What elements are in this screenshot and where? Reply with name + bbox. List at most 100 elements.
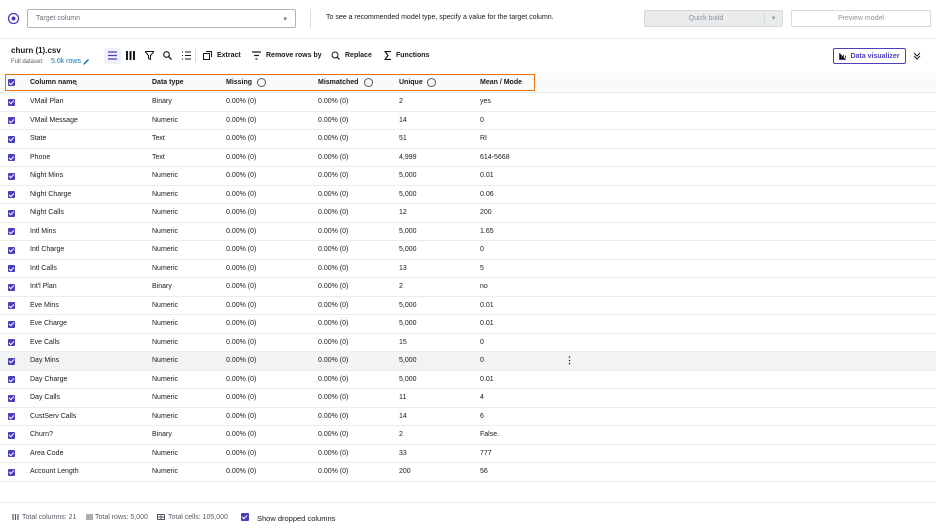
- table-cell: 0: [480, 246, 484, 253]
- table-cell: 0.00% (0): [318, 172, 349, 179]
- row-checkbox[interactable]: [8, 413, 15, 420]
- table-cell: 56: [480, 468, 488, 475]
- table-row: Intl Mins Numeric 0.00% (0) 0.00% (0) 5,000 1…: [0, 223, 936, 241]
- row-checkbox[interactable]: [8, 98, 15, 106]
- table-cell: 0.00% (0): [318, 357, 349, 364]
- search-icon[interactable]: [163, 51, 172, 60]
- extract-button[interactable]: Extract: [217, 52, 241, 59]
- table-cell: 0.00% (0): [318, 468, 349, 475]
- row-checkbox[interactable]: [8, 431, 15, 439]
- table-cell: Numeric: [152, 116, 179, 124]
- table-cell: 0.00% (0): [226, 394, 257, 401]
- table-cell: 0.00% (0): [226, 116, 257, 124]
- info-icon[interactable]: [427, 78, 436, 87]
- table-row: Night Mins Numeric 0.00% (0) 0.00% (0) 5,000…: [0, 167, 936, 186]
- info-icon[interactable]: [364, 78, 373, 87]
- table-cell: no: [480, 283, 488, 290]
- functions-icon: [384, 51, 391, 60]
- grid-view-icon[interactable]: [126, 51, 135, 60]
- edit-icon[interactable]: [82, 58, 90, 66]
- quick-build-button[interactable]: Quick build ▾: [644, 10, 783, 27]
- table-cell: Numeric: [152, 468, 179, 475]
- table-cell: 0.00% (0): [226, 357, 257, 364]
- row-checkbox[interactable]: [8, 283, 15, 291]
- table-row: Day Charge Numeric 0.00% (0) 0.00% (0) 5,000…: [0, 371, 936, 389]
- preview-model-button[interactable]: Preview model: [791, 10, 931, 27]
- show-dropped-label: Show dropped columns: [257, 514, 336, 523]
- info-icon[interactable]: [257, 78, 266, 87]
- filter-icon[interactable]: [145, 51, 154, 60]
- steps-icon[interactable]: [182, 51, 191, 60]
- table-cell: 0: [480, 357, 484, 364]
- sort-arrow[interactable]: ↓: [74, 78, 78, 87]
- data-visualizer-button[interactable]: Data visualizer: [833, 48, 906, 64]
- table-cell: 5,000: [399, 320, 417, 327]
- table-cell: 15: [399, 338, 407, 346]
- row-checkbox[interactable]: [8, 172, 15, 180]
- column-header[interactable]: Missing: [226, 79, 253, 86]
- row-menu[interactable]: ⋮: [565, 355, 574, 365]
- table-cell: 200: [399, 468, 411, 475]
- table-cell: 5,000: [399, 357, 417, 364]
- row-checkbox[interactable]: [8, 246, 15, 254]
- column-header[interactable]: Mean / Mode: [480, 79, 523, 86]
- table-cell: 0: [480, 116, 484, 124]
- row-checkbox[interactable]: [8, 228, 15, 235]
- table-cell: 0.00% (0): [318, 375, 349, 383]
- table-cell: Text: [152, 135, 165, 142]
- row-checkbox[interactable]: [8, 191, 15, 198]
- table-cell: Eve Calls: [30, 338, 60, 346]
- table-cell: 51: [399, 135, 407, 142]
- row-checkbox[interactable]: [8, 339, 15, 346]
- target-message: To see a recommended model type, specify…: [326, 14, 554, 21]
- functions-button[interactable]: Functions: [396, 52, 430, 59]
- full-dataset-label: Full dataset:: [11, 59, 44, 65]
- rows-link[interactable]: 5.0k rows: [51, 58, 81, 65]
- row-checkbox[interactable]: [8, 450, 15, 457]
- row-checkbox[interactable]: [8, 376, 15, 383]
- row-checkbox[interactable]: [8, 320, 15, 328]
- table-row: VMail Plan Binary 0.00% (0) 0.00% (0) 2 yes: [0, 93, 936, 112]
- show-dropped-checkbox[interactable]: [241, 513, 249, 521]
- table-cell: 0.00% (0): [318, 135, 349, 142]
- table-cell: Numeric: [152, 320, 179, 327]
- target-column-select[interactable]: Target column ▾: [27, 9, 296, 28]
- table-cell: Numeric: [152, 394, 179, 401]
- table-cell: 0.00% (0): [226, 283, 257, 290]
- row-checkbox[interactable]: [8, 468, 15, 476]
- column-header[interactable]: Mismatched: [318, 79, 359, 86]
- table-cell: 5,000: [399, 227, 417, 235]
- table-cell: 0.00% (0): [226, 320, 257, 327]
- table-cell: 33: [399, 449, 407, 457]
- row-checkbox[interactable]: [8, 394, 15, 402]
- table-cell: Account Length: [30, 468, 79, 475]
- select-all-checkbox[interactable]: [8, 79, 15, 86]
- remove-rows-icon: [252, 51, 261, 60]
- row-checkbox[interactable]: [8, 265, 15, 272]
- remove-rows-button[interactable]: Remove rows by: [266, 52, 322, 59]
- table-cell: 0: [480, 338, 484, 346]
- row-checkbox[interactable]: [8, 117, 15, 124]
- table-cell: 0.00% (0): [226, 153, 257, 161]
- row-checkbox[interactable]: [8, 154, 15, 161]
- row-checkbox[interactable]: [8, 357, 15, 365]
- replace-button[interactable]: Replace: [345, 52, 372, 59]
- column-header[interactable]: Data type: [152, 79, 184, 86]
- row-checkbox[interactable]: [8, 302, 15, 309]
- table-cell: 0.00% (0): [318, 394, 349, 401]
- collapse-icon[interactable]: [913, 52, 921, 60]
- table-cell: 0.00% (0): [318, 153, 349, 161]
- column-header[interactable]: Unique: [399, 79, 423, 86]
- table-cell: VMail Plan: [30, 98, 64, 105]
- column-header[interactable]: Column name: [30, 79, 77, 86]
- table-cell: 0.00% (0): [318, 227, 349, 235]
- table-cell: 0.01: [480, 172, 494, 179]
- table-cell: 4: [480, 394, 484, 401]
- table-cell: 5,000: [399, 375, 417, 383]
- table-cell: 2: [399, 283, 403, 290]
- table-row: Night Calls Numeric 0.00% (0) 0.00% (0) 12 20…: [0, 204, 936, 223]
- row-checkbox[interactable]: [8, 209, 15, 217]
- table-cell: 0.00% (0): [226, 246, 257, 253]
- row-checkbox[interactable]: [8, 135, 15, 143]
- replace-icon: [331, 51, 340, 60]
